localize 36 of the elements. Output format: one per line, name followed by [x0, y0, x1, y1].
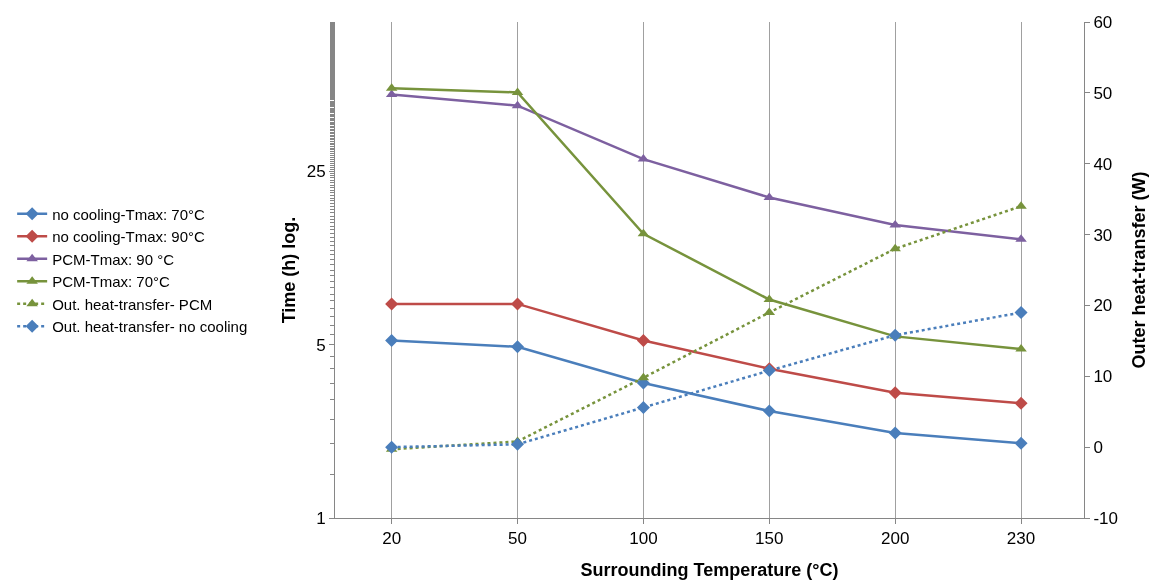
x-tick-label: 100	[629, 529, 658, 549]
x-tick-label: 50	[508, 529, 527, 549]
point	[1014, 436, 1028, 450]
x-axis-title: Surrounding Temperature (°C)	[580, 559, 839, 580]
x-tick-label: 150	[755, 529, 784, 549]
point	[385, 333, 399, 347]
x-tick-label: 230	[1006, 529, 1036, 549]
y2-tick-label: 50	[1093, 83, 1113, 103]
x-tick-label: 200	[880, 529, 910, 549]
legend-label: PCM-Tmax: 70°C	[52, 273, 170, 291]
y2-tick-label: 60	[1093, 12, 1113, 32]
legend-label: Out. heat-transfer- PCM	[52, 295, 213, 313]
point	[511, 297, 525, 311]
y2-tick-label: 40	[1093, 154, 1113, 174]
y2-tick-label: 30	[1093, 225, 1113, 245]
y2-axis-title: Outer heat-transfer (W)	[1129, 171, 1150, 369]
point	[888, 426, 902, 440]
y-tick-label: 5	[316, 335, 326, 355]
point	[385, 297, 399, 311]
point	[636, 333, 650, 347]
y2-tick-label: -10	[1093, 508, 1118, 528]
legend-label: no cooling-Tmax: 70°C	[52, 205, 206, 223]
x-tick-label: 20	[382, 529, 402, 549]
point	[511, 340, 525, 354]
point	[888, 386, 902, 400]
legend-label: Out. heat-transfer- no cooling	[52, 318, 248, 336]
y-axis-title: Time (h) log.	[278, 216, 299, 324]
y-tick-label: 1	[316, 508, 326, 528]
legend-label: no cooling-Tmax: 90°C	[52, 228, 206, 246]
legend-label: PCM-Tmax: 90 °C	[52, 250, 175, 268]
y2-tick-label: 0	[1093, 438, 1103, 458]
y-tick-label: 25	[306, 162, 326, 182]
point	[762, 404, 776, 418]
point	[1014, 396, 1028, 410]
y2-tick-label: 20	[1093, 296, 1113, 316]
y2-tick-label: 10	[1093, 367, 1113, 387]
